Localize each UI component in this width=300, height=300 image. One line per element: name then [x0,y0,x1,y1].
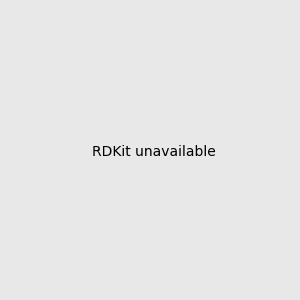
Text: RDKit unavailable: RDKit unavailable [92,145,216,158]
